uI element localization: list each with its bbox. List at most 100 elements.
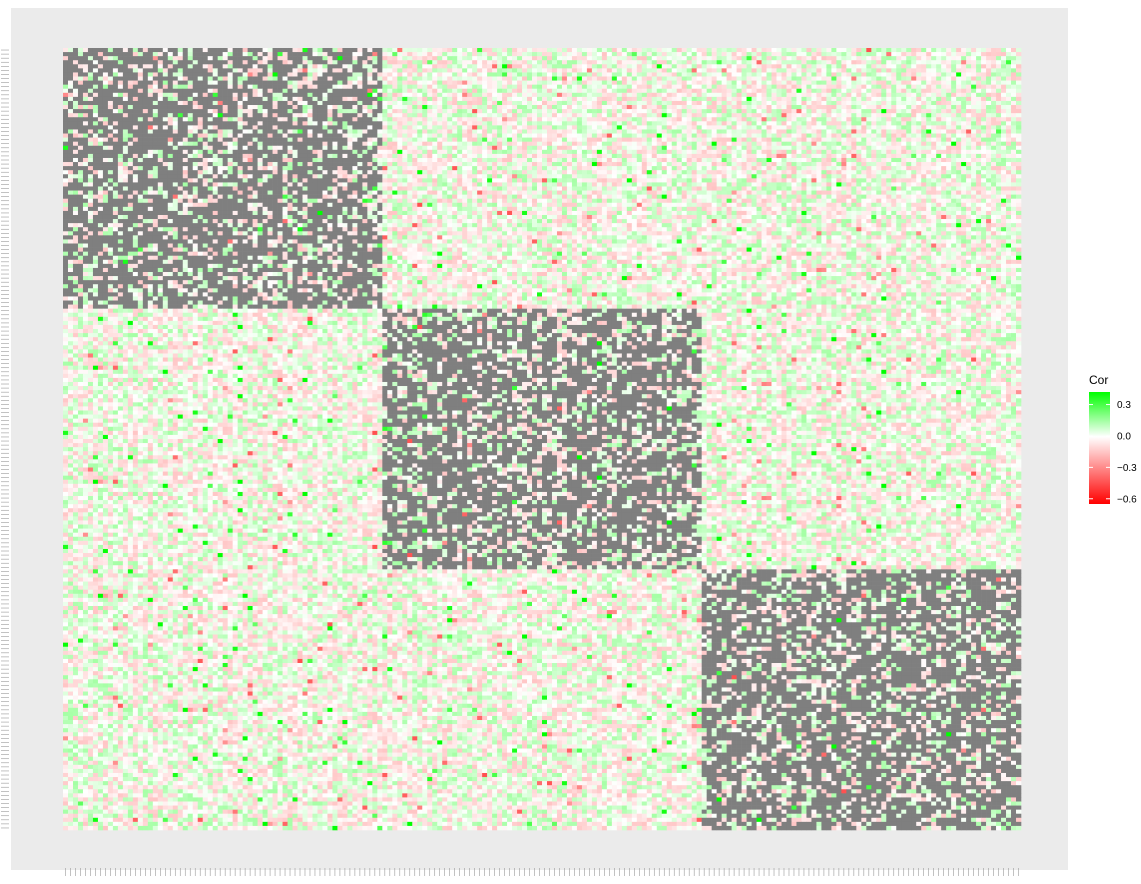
heatmap-cell [692, 117, 697, 121]
heatmap-cell [68, 129, 73, 133]
heatmap-cell [677, 68, 682, 72]
heatmap-cell [836, 68, 841, 72]
heatmap-cell [921, 93, 926, 97]
heatmap-cell [392, 64, 397, 68]
heatmap-cell [582, 64, 587, 68]
heatmap-cell [78, 125, 83, 129]
heatmap-cell [128, 93, 133, 97]
heatmap-cell [592, 97, 597, 101]
heatmap-cell [238, 68, 243, 72]
heatmap-cell [457, 52, 462, 56]
heatmap-cell [687, 97, 692, 101]
heatmap-cell [447, 113, 452, 117]
heatmap-cell [881, 68, 886, 72]
heatmap-cell [303, 81, 308, 85]
heatmap-cell [472, 121, 477, 125]
heatmap-cell [1016, 56, 1021, 60]
heatmap-cell [238, 97, 243, 101]
heatmap-cell [183, 109, 188, 113]
heatmap-cell [732, 85, 737, 89]
heatmap-cell [901, 72, 906, 76]
heatmap-cell [123, 48, 128, 52]
heatmap-cell [467, 64, 472, 68]
heatmap-cell [562, 125, 567, 129]
heatmap-cell [547, 113, 552, 117]
heatmap-cell [836, 109, 841, 113]
heatmap-cell [552, 105, 557, 109]
heatmap-cell [173, 52, 178, 56]
heatmap-cell [243, 72, 248, 76]
heatmap-cell [732, 56, 737, 60]
heatmap-cell [622, 52, 627, 56]
heatmap-cell [273, 48, 278, 52]
heatmap-cell [637, 105, 642, 109]
heatmap-cell [178, 125, 183, 129]
heatmap-cell [118, 113, 123, 117]
heatmap-cell [288, 60, 293, 64]
heatmap-cell [981, 93, 986, 97]
heatmap-cell [263, 97, 268, 101]
heatmap-cell [831, 52, 836, 56]
heatmap-cell [577, 64, 582, 68]
heatmap-cell [826, 93, 831, 97]
heatmap-cell [228, 89, 233, 93]
heatmap-cell [303, 48, 308, 52]
heatmap-cell [482, 125, 487, 129]
heatmap-cell [622, 117, 627, 121]
heatmap-cell [327, 93, 332, 97]
heatmap-cell [118, 68, 123, 72]
heatmap-cell [702, 89, 707, 93]
heatmap-cell [303, 117, 308, 121]
heatmap-cell [392, 85, 397, 89]
heatmap-cell [467, 81, 472, 85]
heatmap-cell [966, 125, 971, 129]
heatmap-cell [946, 85, 951, 89]
heatmap-cell [796, 125, 801, 129]
heatmap-cell [552, 97, 557, 101]
heatmap-cell [991, 125, 996, 129]
heatmap-cell [193, 89, 198, 93]
heatmap-cell [782, 81, 787, 85]
heatmap-cell [153, 64, 158, 68]
heatmap-cell [856, 93, 861, 97]
heatmap-cell [178, 113, 183, 117]
heatmap-cell [791, 89, 796, 93]
heatmap-cell [477, 125, 482, 129]
heatmap-cell [472, 93, 477, 97]
heatmap-cell [163, 60, 168, 64]
heatmap-cell [447, 93, 452, 97]
heatmap-cell [103, 56, 108, 60]
heatmap-cell [542, 97, 547, 101]
heatmap-cell [1016, 89, 1021, 93]
heatmap-cell [881, 72, 886, 76]
heatmap-cell [582, 117, 587, 121]
heatmap-cell [317, 68, 322, 72]
heatmap-cell [213, 113, 218, 117]
heatmap-cell [527, 97, 532, 101]
heatmap-cell [931, 81, 936, 85]
heatmap-cell [846, 85, 851, 89]
heatmap-cell [627, 121, 632, 125]
heatmap-cell [337, 121, 342, 125]
heatmap-cell [692, 125, 697, 129]
heatmap-cell [557, 60, 562, 64]
heatmap-cell [692, 68, 697, 72]
heatmap-cell [143, 77, 148, 81]
heatmap-cell [657, 97, 662, 101]
heatmap-cell [976, 125, 981, 129]
heatmap-cell [188, 68, 193, 72]
heatmap-cell [427, 52, 432, 56]
heatmap-cell [831, 48, 836, 52]
heatmap-cell [1016, 117, 1021, 121]
heatmap-cell [1011, 72, 1016, 76]
heatmap-cell [133, 68, 138, 72]
heatmap-cell [422, 56, 427, 60]
heatmap-cell [183, 68, 188, 72]
heatmap-cell [228, 85, 233, 89]
heatmap-cell [422, 93, 427, 97]
heatmap-cell [193, 72, 198, 76]
heatmap-cell [148, 97, 153, 101]
heatmap-cell [457, 81, 462, 85]
heatmap-cell [243, 77, 248, 81]
heatmap-cell [762, 52, 767, 56]
